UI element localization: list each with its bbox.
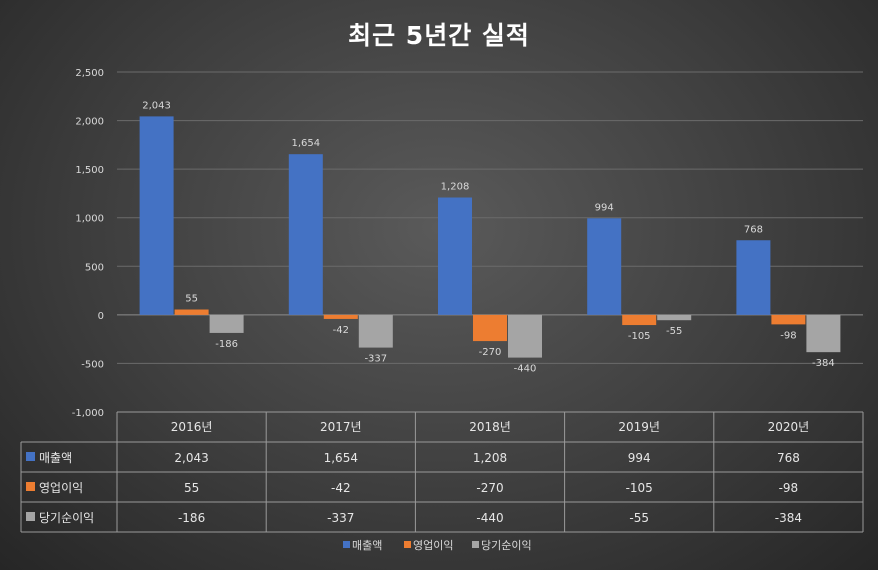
table-cell: -337 <box>327 511 354 525</box>
legend-label: 매출액 <box>352 539 382 552</box>
table-legend-key <box>26 452 35 461</box>
bar <box>209 314 244 333</box>
data-label: -384 <box>812 358 835 369</box>
bar <box>736 240 771 315</box>
table-header: 2016년 <box>171 420 213 434</box>
bar <box>473 314 507 342</box>
table-cell: 55 <box>184 481 199 495</box>
y-tick-label: -500 <box>81 359 104 370</box>
bar <box>771 314 806 325</box>
table-cell: 1,654 <box>324 451 358 465</box>
data-label: 2,043 <box>142 100 171 111</box>
y-tick-label: -1,000 <box>72 408 104 419</box>
table-cell: -42 <box>331 481 351 495</box>
data-label: 994 <box>595 202 614 213</box>
data-label: 55 <box>185 294 198 305</box>
bar <box>288 154 323 315</box>
y-tick-label: 1,000 <box>75 214 104 225</box>
bar <box>174 309 209 315</box>
data-label: -55 <box>666 326 682 337</box>
table-cell: -440 <box>476 511 503 525</box>
data-label: -105 <box>628 331 651 342</box>
y-tick-label: 500 <box>85 262 104 273</box>
legend-key <box>472 541 479 548</box>
chart-title: 최근 5년간 실적 <box>348 21 530 50</box>
y-tick-label: 1,500 <box>75 165 104 176</box>
table-cell: -105 <box>626 481 653 495</box>
data-label: -270 <box>479 347 502 358</box>
table-cell: 2,043 <box>174 451 208 465</box>
bar <box>139 116 174 315</box>
table-cell: 768 <box>777 451 800 465</box>
table-cell: -55 <box>629 511 649 525</box>
table-cell: 1,208 <box>473 451 507 465</box>
table-header: 2019년 <box>618 420 660 434</box>
table-header: 2017년 <box>320 420 362 434</box>
legend-key <box>343 541 350 548</box>
data-label: 1,654 <box>291 138 320 149</box>
bar <box>622 314 657 326</box>
table-cell: 994 <box>628 451 651 465</box>
y-tick-label: 0 <box>98 311 104 322</box>
bar <box>806 314 841 353</box>
y-tick-label: 2,500 <box>75 68 104 79</box>
data-label: -42 <box>333 325 349 336</box>
data-label: -98 <box>780 330 796 341</box>
legend-label: 당기순이익 <box>481 539 532 552</box>
bar <box>323 314 358 319</box>
bar <box>358 314 393 348</box>
legend-label: 영업이익 <box>413 539 453 552</box>
bar <box>657 314 692 321</box>
table-legend-key <box>26 482 35 491</box>
data-label: 1,208 <box>441 182 470 193</box>
bar <box>587 218 622 315</box>
legend-key <box>404 541 411 548</box>
table-row-label: 영업이익 <box>39 481 83 495</box>
table-row-label: 당기순이익 <box>39 511 94 525</box>
data-label: -440 <box>514 364 537 375</box>
data-label: -186 <box>215 339 238 350</box>
table-cell: -98 <box>779 481 799 495</box>
table-header: 2018년 <box>469 420 511 434</box>
data-label: -337 <box>364 354 387 365</box>
bar <box>438 197 472 315</box>
table-row-label: 매출액 <box>39 451 72 465</box>
bar <box>508 314 542 358</box>
table-header: 2020년 <box>768 420 810 434</box>
y-tick-label: 2,000 <box>75 117 104 128</box>
table-cell: -270 <box>476 481 503 495</box>
table-legend-key <box>26 512 35 521</box>
table-cell: -186 <box>178 511 205 525</box>
table-cell: -384 <box>775 511 802 525</box>
data-label: 768 <box>744 224 763 235</box>
